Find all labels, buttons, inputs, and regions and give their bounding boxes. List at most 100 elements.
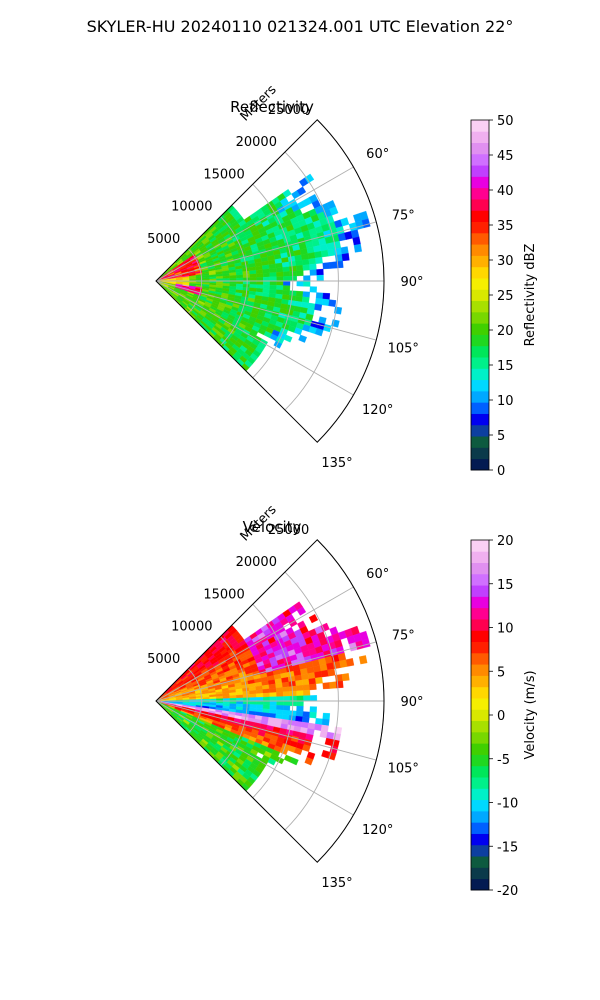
echo-cell bbox=[295, 290, 304, 297]
echo-cell bbox=[315, 676, 323, 684]
echo-cell bbox=[314, 251, 323, 259]
reflectivity-panel: Reflectivity60°75°90°105°120°135°5000100… bbox=[147, 82, 538, 479]
azimuth-tick-label: 90° bbox=[400, 275, 423, 290]
echo-cell bbox=[236, 274, 244, 279]
echo-cell bbox=[289, 700, 297, 707]
echo-cell bbox=[309, 706, 317, 713]
colorbar-swatch bbox=[471, 390, 489, 403]
echo-cell bbox=[289, 710, 297, 717]
colorbar-swatch bbox=[471, 266, 489, 279]
colorbar: 0 5 10 15 20 25 30 35 40 45 50 Reflectivity dBZ bbox=[470, 114, 538, 479]
echo-cell bbox=[301, 678, 310, 686]
echo-cell bbox=[222, 695, 230, 699]
echo-cell bbox=[327, 751, 337, 761]
echo-cell bbox=[308, 677, 317, 685]
colorbar-tick-label: 40 bbox=[497, 184, 514, 199]
colorbar-swatch bbox=[471, 596, 489, 609]
echo-cell bbox=[314, 723, 323, 731]
panel-title: Velocity bbox=[243, 518, 302, 536]
echo-cell bbox=[358, 655, 368, 665]
echo-cell bbox=[269, 687, 277, 694]
colorbar-swatch bbox=[471, 664, 489, 676]
echo-cell bbox=[249, 697, 257, 702]
colorbar-swatch bbox=[471, 447, 489, 460]
echo-cell bbox=[322, 292, 331, 300]
echo-cell bbox=[256, 280, 264, 285]
echo-cell bbox=[315, 292, 324, 300]
echo-cell bbox=[263, 696, 271, 702]
echo-cell bbox=[229, 272, 237, 276]
colorbar-tick-label: 10 bbox=[497, 394, 514, 409]
echo-cell bbox=[321, 718, 330, 726]
echo-cell bbox=[262, 704, 271, 710]
echo-cell bbox=[269, 280, 277, 286]
echo-cell bbox=[309, 286, 317, 293]
echo-cell bbox=[256, 284, 264, 289]
azimuth-tick-label: 75° bbox=[392, 209, 415, 224]
echo-cell bbox=[301, 716, 310, 724]
colorbar-swatch bbox=[471, 788, 489, 801]
colorbar-swatch bbox=[471, 210, 489, 223]
echo-cell bbox=[275, 289, 284, 295]
colorbar-tick-label: 5 bbox=[497, 665, 505, 680]
echo-cell bbox=[296, 270, 304, 277]
colorbar-label: Velocity (m/s) bbox=[523, 670, 538, 759]
figure-title: SKYLER-HU 20240110 021324.001 UTC Elevat… bbox=[87, 17, 514, 36]
echo-cell bbox=[321, 298, 330, 306]
colorbar-swatch bbox=[471, 585, 489, 597]
echo-cell bbox=[329, 261, 337, 269]
echo-cell bbox=[328, 299, 337, 307]
echo-cell bbox=[269, 284, 277, 290]
azimuth-tick-label: 135° bbox=[321, 876, 352, 891]
echo-cell bbox=[289, 695, 297, 702]
echo-cell bbox=[304, 173, 315, 184]
echo-cell bbox=[283, 280, 291, 286]
radial-tick-label: 25000 bbox=[268, 103, 309, 118]
colorbar-swatch bbox=[471, 810, 489, 823]
echo-cell bbox=[249, 280, 257, 285]
colorbar-swatch bbox=[471, 357, 489, 369]
azimuth-tick-label: 105° bbox=[388, 761, 419, 776]
colorbar-swatch bbox=[471, 131, 489, 143]
colorbar-tick-label: 20 bbox=[497, 324, 514, 339]
echo-cell bbox=[341, 253, 350, 262]
colorbar-tick-label: 0 bbox=[497, 709, 505, 724]
azimuth-spoke bbox=[155, 166, 354, 282]
echo-cell bbox=[229, 695, 237, 699]
colorbar-swatch bbox=[471, 619, 489, 631]
echo-cell bbox=[352, 236, 361, 246]
colorbar-swatch bbox=[471, 765, 489, 778]
echo-cell bbox=[301, 673, 309, 681]
echo-cell bbox=[303, 695, 311, 702]
echo-cell bbox=[229, 275, 237, 279]
echo-cell bbox=[282, 705, 291, 711]
velocity-panel: Velocity 60° 75° 90° 105° 120° 135° 5000 10000 15… bbox=[147, 502, 538, 899]
colorbar-swatch bbox=[471, 232, 489, 245]
colorbar-swatch bbox=[471, 630, 489, 643]
colorbar-swatch bbox=[471, 709, 489, 722]
azimuth-tick-label: 60° bbox=[366, 147, 389, 162]
echo-cell bbox=[282, 271, 291, 277]
echo-cell bbox=[309, 269, 317, 276]
colorbar: -20 -15 -10 -5 0 5 10 15 20 Velocity (m/s) bbox=[470, 534, 538, 899]
echo-cell bbox=[298, 334, 307, 343]
echo-cell bbox=[309, 711, 317, 719]
echo-cell bbox=[267, 757, 277, 766]
colorbar-swatch bbox=[471, 300, 489, 313]
colorbar-swatch bbox=[471, 120, 489, 132]
colorbar-tick-label: 0 bbox=[497, 464, 505, 479]
echo-cell bbox=[316, 268, 324, 276]
radial-tick-label: 5000 bbox=[147, 232, 180, 247]
azimuth-spoke bbox=[155, 221, 377, 282]
echo-cell bbox=[282, 289, 290, 296]
echo-cell bbox=[216, 276, 224, 279]
echo-cell bbox=[296, 695, 304, 702]
echo-cell bbox=[242, 694, 250, 699]
azimuth-tick-label: 120° bbox=[362, 823, 393, 838]
echo-cell bbox=[283, 334, 293, 343]
echo-cell bbox=[242, 697, 251, 702]
azimuth-spoke bbox=[155, 586, 354, 702]
colorbar-label: Reflectivity dBZ bbox=[523, 244, 538, 347]
echo-cell bbox=[295, 679, 303, 687]
echo-cell bbox=[307, 672, 316, 680]
